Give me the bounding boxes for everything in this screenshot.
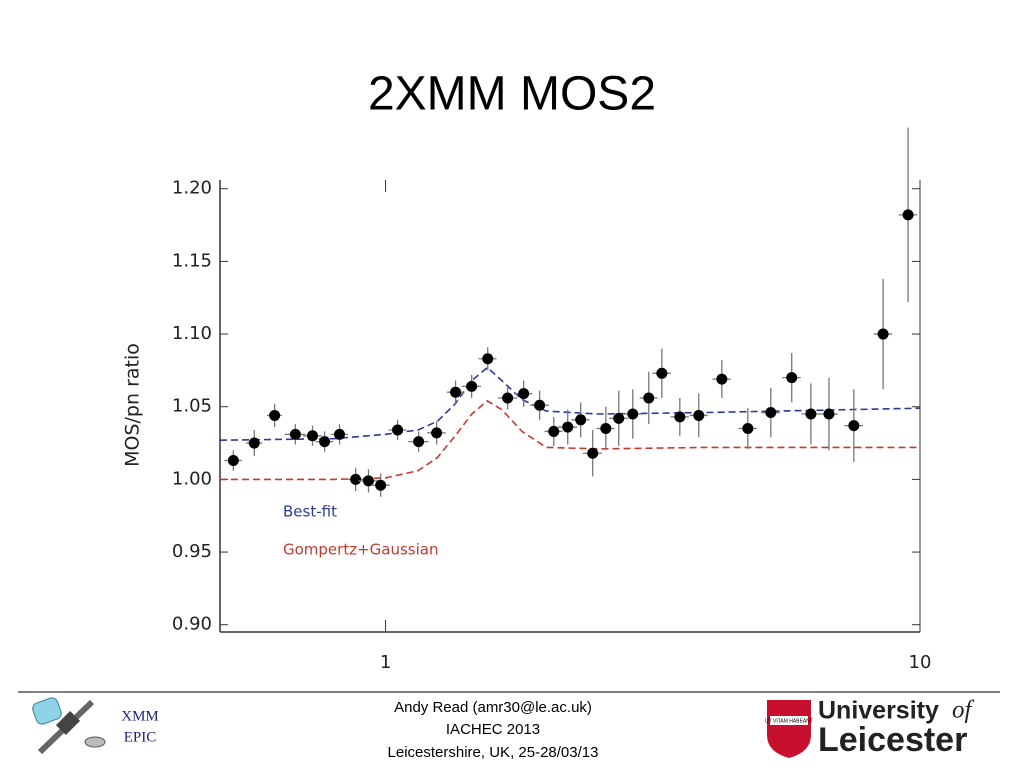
y-tick-label: 0.95 bbox=[172, 541, 212, 562]
logo-text: XMM bbox=[121, 708, 159, 724]
legend-label: Best-fit bbox=[283, 503, 337, 521]
logo-text: EPIC bbox=[124, 729, 157, 745]
data-point bbox=[248, 437, 260, 449]
data-point bbox=[562, 421, 574, 433]
data-point bbox=[431, 427, 443, 439]
data-point bbox=[466, 380, 478, 392]
data-point bbox=[350, 473, 362, 485]
data-point bbox=[742, 423, 754, 435]
data-point bbox=[269, 409, 281, 421]
y-tick-label: 1.10 bbox=[172, 323, 212, 344]
x-tick-label: 1 bbox=[380, 652, 391, 673]
x-tick-label: 10 bbox=[909, 652, 932, 673]
data-point bbox=[450, 386, 462, 398]
data-point bbox=[674, 411, 686, 423]
data-point bbox=[805, 408, 817, 420]
data-point bbox=[518, 388, 530, 400]
y-tick-label: 1.15 bbox=[172, 250, 212, 271]
satellite-icon bbox=[32, 697, 106, 755]
data-point bbox=[375, 479, 387, 491]
model-line bbox=[219, 366, 921, 441]
data-point bbox=[587, 447, 599, 459]
university-logo: UT VITAM HABEANT University of Leicester bbox=[765, 697, 974, 759]
data-point bbox=[902, 209, 914, 221]
plot bbox=[219, 180, 921, 633]
data-point bbox=[575, 414, 587, 426]
logo-motto: UT VITAM HABEANT bbox=[765, 718, 813, 724]
data-point bbox=[307, 430, 319, 442]
data-point bbox=[786, 372, 798, 384]
data-point bbox=[613, 412, 625, 424]
data-point bbox=[716, 373, 728, 385]
y-tick-label: 1.05 bbox=[172, 396, 212, 417]
model-line bbox=[220, 399, 920, 481]
data-point bbox=[362, 475, 374, 487]
data-point bbox=[848, 420, 860, 432]
y-tick-label: 1.00 bbox=[172, 468, 212, 489]
logo-text: of bbox=[952, 697, 975, 724]
data-point bbox=[502, 392, 514, 404]
logo-text: Leicester bbox=[818, 721, 967, 759]
data-point bbox=[482, 353, 494, 365]
y-axis-label: MOS/pn ratio bbox=[122, 343, 144, 467]
data-point bbox=[534, 399, 546, 411]
footer-text: IACHEC 2013 bbox=[446, 721, 540, 738]
data-point bbox=[656, 367, 668, 379]
data-point bbox=[643, 392, 655, 404]
data-point bbox=[693, 409, 705, 421]
data-point bbox=[227, 455, 239, 467]
data-point bbox=[548, 425, 560, 437]
y-tick-label: 0.90 bbox=[172, 614, 212, 635]
y-tick-label: 1.20 bbox=[172, 178, 212, 199]
footer-text: Andy Read (amr30@le.ac.uk) bbox=[394, 699, 592, 716]
data-point bbox=[627, 408, 639, 420]
data-point bbox=[765, 407, 777, 419]
data-point bbox=[823, 408, 835, 420]
slide-title: 2XMM MOS2 bbox=[368, 68, 656, 121]
footer-text: Leicestershire, UK, 25-28/03/13 bbox=[388, 744, 599, 761]
data-point bbox=[413, 436, 425, 448]
data-point bbox=[319, 436, 331, 448]
logo-text: University bbox=[818, 697, 939, 725]
data-point bbox=[289, 428, 301, 440]
data-point bbox=[600, 423, 612, 435]
data-point bbox=[877, 328, 889, 340]
data-point bbox=[392, 424, 404, 436]
legend-label: Gompertz+Gaussian bbox=[283, 541, 438, 559]
data-point bbox=[334, 428, 346, 440]
